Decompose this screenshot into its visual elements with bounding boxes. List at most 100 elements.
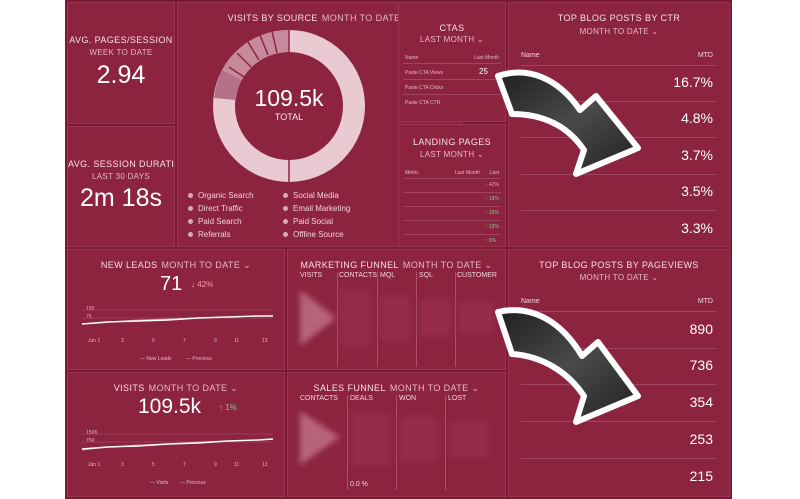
x-tick-label: 7 (183, 462, 186, 468)
metric-value: 109.5k (138, 395, 202, 418)
legend-label: New Leads (146, 356, 172, 362)
ctas-panel[interactable]: CTAS LAST MONTH ⌄ Name Last Month Paste … (398, 2, 506, 122)
column-header-value: MTD (697, 298, 713, 305)
funnel-column-header: CONTACTS (339, 272, 377, 279)
y-tick-label: 150K (86, 430, 98, 436)
y-tick-label: 75 (86, 314, 92, 320)
panel-title: LANDING PAGES (412, 137, 492, 147)
table-cell-value: 253 (689, 431, 713, 447)
legend-item: Social Media (283, 191, 339, 200)
panel-title: VISITS BY SOURCE (227, 13, 318, 23)
period-dropdown[interactable]: MONTH TO DATE ⌄ (509, 27, 729, 36)
chevron-down-icon: ⌄ (651, 27, 659, 36)
period-label: MONTH TO DATE (161, 260, 241, 270)
metric-value: 2.94 (96, 61, 146, 89)
delta-badge: ↑ 1% (219, 403, 237, 412)
funnel-footer-value: 0.0 % (350, 481, 368, 488)
panel-title: SALES FUNNEL (313, 383, 386, 393)
legend-item: Organic Search (188, 191, 254, 200)
period-dropdown[interactable]: MONTH TO DATE ⌄ (162, 260, 252, 270)
column-header-name: Name (405, 55, 419, 61)
legend-label: Offline Source (293, 230, 344, 239)
new-leads-panel[interactable]: NEW LEADS MONTH TO DATE ⌄ 71 ↓ 42% 150 75… (67, 249, 285, 370)
legend-label: Referrals (198, 230, 231, 239)
period-dropdown[interactable]: LAST MONTH ⌄ (399, 35, 505, 44)
divider (396, 395, 397, 490)
legend-item: — Previous (180, 480, 206, 486)
period-label: MONTH TO DATE (402, 260, 482, 270)
x-tick-label: 3 (121, 338, 124, 344)
funnel-column-header: MQL (380, 272, 396, 279)
funnel-column-header: VISITS (300, 272, 323, 279)
divider (521, 348, 717, 349)
x-tick-label: Jan 1 (88, 338, 101, 344)
legend-item: Paid Social (283, 217, 333, 226)
panel-header: VISITS MONTH TO DATE ⌄ (68, 383, 284, 394)
period-label: MONTH TO DATE (321, 13, 401, 23)
curved-arrow-icon (495, 307, 641, 425)
divider (521, 458, 717, 459)
visits-panel[interactable]: VISITS MONTH TO DATE ⌄ 109.5k ↑ 1% 150K 7… (67, 372, 285, 497)
y-tick-label: 75K (86, 438, 95, 444)
legend-dot (283, 193, 288, 199)
avg-pages-panel[interactable]: AVG. PAGES/SESSION WEEK TO DATE 2.94 (67, 2, 175, 124)
curved-arrow-icon (495, 69, 641, 177)
delta-badge: ↑ 9% (485, 238, 497, 244)
column-header-name: Name (521, 52, 540, 59)
legend-dot (283, 219, 288, 225)
legend-dot (188, 232, 193, 238)
divider (337, 272, 338, 367)
landing-pages-panel[interactable]: LANDING PAGES LAST MONTH ⌄ Metric Last M… (398, 124, 506, 247)
panel-title: NEW LEADS (100, 260, 158, 270)
legend-label: Previous (192, 356, 212, 362)
divider (403, 206, 501, 207)
period-dropdown[interactable]: LAST MONTH ⌄ (399, 150, 505, 159)
divider (521, 174, 717, 175)
divider (403, 234, 501, 235)
legend-label: Visits (156, 480, 169, 486)
x-tick-label: 11 (234, 462, 240, 468)
period-label: WEEK TO DATE (89, 48, 153, 57)
period-label: MONTH TO DATE (579, 27, 649, 36)
donut-slice-dark (222, 30, 290, 81)
legend-dot (188, 206, 193, 212)
divider (521, 65, 717, 66)
table-cell-value: 16.7% (673, 74, 713, 90)
legend-dot (188, 193, 193, 199)
divider (403, 94, 501, 95)
divider (521, 421, 717, 422)
period-label: LAST MONTH (420, 150, 475, 159)
funnel-column-header: DEALS (350, 395, 373, 402)
period-dropdown[interactable]: MONTH TO DATE ⌄ (149, 383, 239, 393)
table-cell-value: 736 (689, 357, 713, 373)
column-header-value: Last Month (474, 55, 499, 61)
x-tick-label: 11 (234, 338, 240, 344)
x-tick-label: 5 (152, 462, 155, 468)
marketing-funnel-panel[interactable]: MARKETING FUNNEL MONTH TO DATE ⌄ VISITS C… (287, 249, 506, 370)
funnel-column-header: WON (399, 395, 417, 402)
donut-total-label: TOTAL (274, 112, 304, 122)
table-row-label: Paste CTA CTR (405, 100, 441, 106)
chevron-down-icon: ⌄ (476, 150, 484, 159)
funnel-graphic (300, 411, 488, 465)
table-cell-value: 3.7% (681, 147, 713, 163)
legend-item: Email Marketing (283, 204, 350, 213)
legend-label: Previous (186, 480, 206, 486)
period-dropdown[interactable]: MONTH TO DATE ⌄ (403, 260, 493, 270)
metric-value: 2m 18s (80, 184, 162, 212)
panel-title: TOP BLOG POSTS BY CTR (557, 13, 681, 23)
period-dropdown[interactable]: MONTH TO DATE ⌄ (390, 383, 480, 393)
divider (347, 395, 348, 490)
divider (521, 101, 717, 102)
divider (416, 272, 417, 367)
period-dropdown[interactable]: MONTH TO DATE ⌄ (509, 273, 729, 282)
panel-title: AVG. SESSION DURATI... (68, 159, 175, 169)
panel-header: NEW LEADS MONTH TO DATE ⌄ (68, 260, 284, 271)
sales-funnel-panel[interactable]: SALES FUNNEL MONTH TO DATE ⌄ CONTACTS DEA… (287, 372, 506, 497)
table-cell-value: 4.8% (681, 110, 713, 126)
avg-duration-panel[interactable]: AVG. SESSION DURATI... LAST 30 DAYS 2m 1… (67, 126, 175, 247)
column-header-value: MTD (697, 52, 713, 59)
legend-label: Paid Social (293, 217, 334, 226)
donut-slice-mid (214, 69, 242, 101)
divider (521, 311, 717, 312)
